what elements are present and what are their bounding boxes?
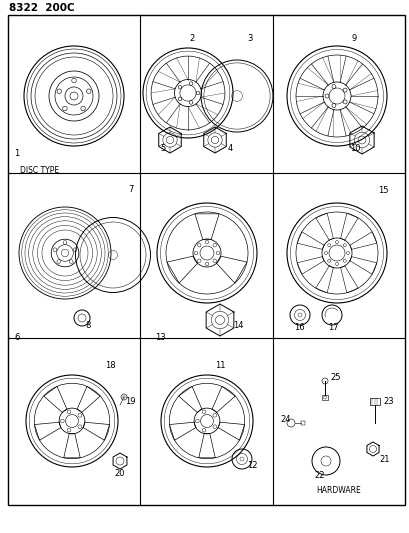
Text: 17: 17	[327, 324, 338, 333]
Text: 22: 22	[313, 471, 324, 480]
Text: DISC TYPE: DISC TYPE	[20, 166, 59, 174]
Bar	[369, 398, 379, 405]
Text: 23: 23	[382, 397, 393, 406]
Text: 1: 1	[14, 149, 19, 157]
Text: 8: 8	[85, 320, 90, 329]
Text: 14: 14	[232, 320, 243, 329]
Text: 24: 24	[279, 416, 290, 424]
Text: 3: 3	[246, 34, 252, 43]
Text: 9: 9	[351, 34, 356, 43]
Text: 10: 10	[349, 143, 360, 152]
Text: 4: 4	[227, 143, 233, 152]
Text: HARDWARE: HARDWARE	[315, 487, 360, 496]
Text: 5: 5	[160, 143, 165, 152]
Text: 12: 12	[246, 461, 257, 470]
Text: 11: 11	[214, 360, 225, 369]
Text: 7: 7	[128, 184, 133, 193]
Text: 18: 18	[105, 360, 115, 369]
Text: 8322  200C: 8322 200C	[9, 3, 74, 13]
Text: 13: 13	[155, 333, 165, 342]
Bar	[300, 421, 304, 425]
Text: 16: 16	[293, 324, 304, 333]
Text: 19: 19	[125, 397, 135, 406]
Text: 20: 20	[114, 470, 124, 479]
Text: 21: 21	[378, 456, 389, 464]
Text: 6: 6	[14, 333, 19, 342]
Text: 2: 2	[189, 34, 194, 43]
Bar	[321, 395, 327, 400]
Text: 15: 15	[377, 185, 388, 195]
Text: 25: 25	[329, 374, 339, 383]
